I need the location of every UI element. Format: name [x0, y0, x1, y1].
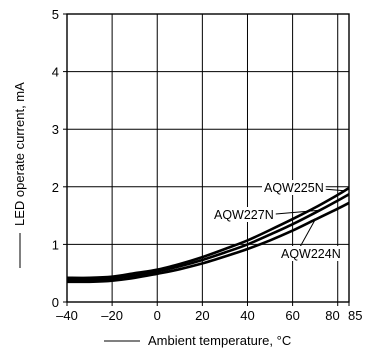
x-tick-label-4: 40: [240, 308, 254, 323]
series-label-aqw224n: AQW224N: [281, 247, 341, 261]
x-tick-label-7: 85: [348, 308, 362, 323]
x-tick-label-5: 60: [285, 308, 299, 323]
x-tick-label-2: 0: [154, 308, 161, 323]
y-tick-label-0: 0: [52, 295, 59, 310]
plot-frame: [66, 13, 350, 303]
y-axis-title: LED operate current, mA: [12, 82, 27, 226]
x-tick-label-6: 80: [325, 308, 339, 323]
y-axis-ticks: 0 1 2 3 4 5: [52, 7, 67, 310]
y-tick-label-1: 1: [52, 237, 59, 252]
series-label-bg-aqw224n: [279, 246, 343, 261]
series-labels: AQW225N AQW227N AQW224N: [212, 180, 345, 261]
series-line-aqw227n: [66, 193, 350, 282]
x-axis-ticks: –40 –20 0 20 40 60 80 85: [56, 302, 362, 323]
x-tick-label-1: –20: [101, 308, 123, 323]
series-label-bg-aqw225n: [262, 180, 326, 195]
x-axis-title: Ambient temperature, °C: [148, 333, 291, 348]
x-tick-label-3: 20: [195, 308, 209, 323]
y-tick-label-4: 4: [52, 65, 59, 80]
series-curves: [66, 186, 350, 284]
series-line-aqw224n: [66, 201, 350, 284]
series-label-aqw227n: AQW227N: [214, 208, 274, 222]
y-tick-label-5: 5: [52, 7, 59, 22]
y-tick-label-3: 3: [52, 122, 59, 137]
series-leader-aqw224n: [299, 219, 316, 248]
series-label-aqw225n: AQW225N: [264, 181, 324, 195]
series-line-aqw225n: [66, 186, 350, 280]
x-tick-label-0: –40: [56, 308, 78, 323]
y-tick-label-2: 2: [52, 180, 59, 195]
series-label-bg-aqw227n: [212, 207, 276, 222]
